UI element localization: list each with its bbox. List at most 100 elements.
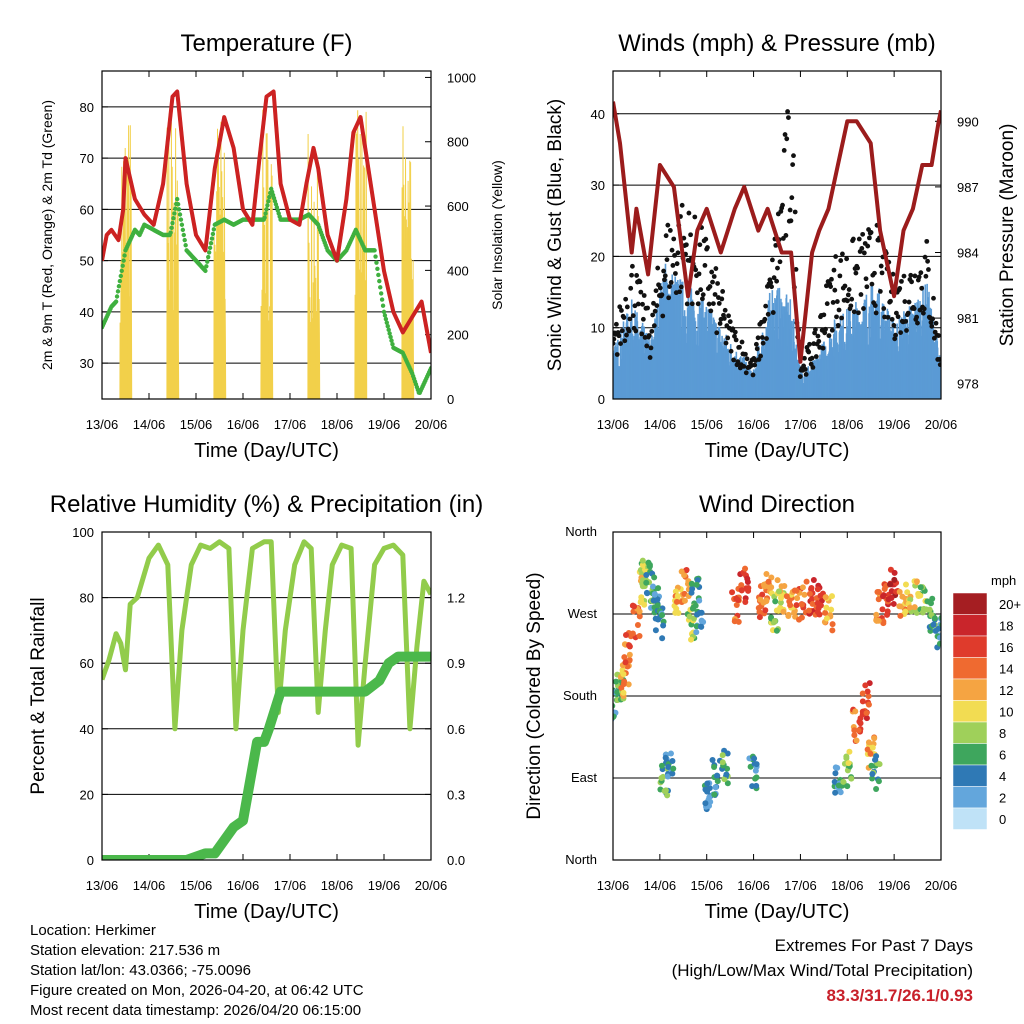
- direction-point: [669, 770, 676, 777]
- direction-point: [719, 752, 726, 759]
- x-tick-label: 20/06: [415, 878, 448, 893]
- gust-point: [792, 209, 798, 215]
- direction-point: [897, 612, 904, 619]
- gust-point: [649, 328, 655, 334]
- chart-humidity: Relative Humidity (%) & Precipitation (i…: [28, 491, 483, 923]
- gust-point: [629, 272, 634, 278]
- gust-point: [836, 307, 842, 313]
- gust-point: [902, 299, 908, 304]
- direction-point: [880, 618, 887, 625]
- y-tick-label: 60: [80, 202, 94, 217]
- y-tick-label: North: [565, 852, 597, 867]
- y-tick-label: 20: [591, 249, 605, 264]
- y-tick-label: East: [571, 770, 597, 785]
- dewpoint-point: [170, 220, 175, 226]
- y-tick-label: 0: [87, 853, 94, 868]
- legend-label: 18: [999, 619, 1013, 634]
- gust-point: [933, 320, 939, 326]
- direction-point: [724, 750, 731, 757]
- gust-point: [666, 295, 672, 301]
- direction-point: [731, 618, 738, 625]
- dewpoint-point: [175, 202, 181, 207]
- direction-point: [692, 602, 699, 609]
- y-tick-label: 100: [72, 525, 94, 540]
- direction-point: [852, 708, 859, 715]
- plot-frame: [101, 70, 432, 400]
- station-location: Location: Herkimer: [30, 922, 156, 939]
- y-tick-label: 80: [80, 100, 94, 115]
- direction-point: [872, 756, 879, 763]
- direction-point: [613, 702, 616, 709]
- direction-point: [719, 759, 726, 766]
- gust-point: [856, 236, 862, 242]
- dewpoint-point: [386, 327, 391, 333]
- dewpoint-point: [209, 236, 215, 241]
- gust-point: [898, 330, 904, 336]
- direction-point: [848, 775, 855, 782]
- direction-point: [783, 593, 790, 600]
- legend-swatch: [952, 721, 988, 744]
- gust-point: [753, 341, 759, 347]
- gust-point: [937, 362, 941, 368]
- gust-point: [821, 312, 827, 318]
- direction-point: [887, 581, 894, 588]
- legend-label: 12: [999, 683, 1013, 698]
- gust-point: [816, 338, 822, 344]
- gust-point: [706, 301, 712, 307]
- x-tick-label: 13/06: [597, 878, 630, 893]
- gust-point: [829, 276, 834, 282]
- direction-point: [661, 788, 668, 795]
- solar-insolation-line: [224, 298, 227, 399]
- x-tick-label: 19/06: [368, 417, 401, 432]
- gust-point: [624, 304, 630, 310]
- x-tick-label: 15/06: [690, 417, 723, 432]
- direction-point: [938, 614, 941, 621]
- gust-point: [914, 314, 920, 320]
- gust-point: [754, 346, 760, 352]
- direction-point: [899, 593, 906, 600]
- chart-title: Relative Humidity (%) & Precipitation (i…: [50, 491, 483, 518]
- direction-point: [913, 578, 920, 585]
- gust-point: [640, 301, 645, 307]
- plot-frame: [101, 531, 432, 861]
- gust-point: [858, 292, 864, 297]
- gust-point: [739, 339, 745, 345]
- legend-swatch: [952, 635, 988, 658]
- dewpoint-point: [377, 278, 382, 284]
- legend-label: 16: [999, 640, 1013, 655]
- gust-point: [906, 299, 912, 305]
- gust-point: [922, 254, 928, 260]
- x-tick-label: 16/06: [227, 878, 260, 893]
- dewpoint-point: [372, 248, 377, 253]
- gust-point: [679, 202, 685, 208]
- legend-label: 0: [999, 812, 1006, 827]
- gust-point: [860, 231, 866, 237]
- y-axis-label: Sonic Wind & Gust (Blue, Black): [545, 99, 566, 371]
- chart-title: Temperature (F): [180, 30, 352, 57]
- y-right-tick-label: 990: [957, 114, 979, 129]
- direction-point: [704, 788, 711, 795]
- y-tick-label: 40: [80, 722, 94, 737]
- direction-point: [688, 589, 695, 596]
- direction-point: [832, 770, 839, 777]
- direction-point: [693, 581, 700, 588]
- direction-point: [863, 710, 870, 717]
- gust-point: [911, 306, 917, 312]
- direction-point: [832, 789, 839, 796]
- direction-point: [936, 640, 941, 647]
- gust-point: [929, 323, 935, 329]
- gust-point: [741, 363, 747, 369]
- direction-point: [709, 756, 716, 763]
- gust-point: [731, 357, 737, 363]
- direction-point: [822, 594, 829, 601]
- legend-swatch: [952, 786, 988, 809]
- gust-point: [925, 258, 930, 264]
- direction-point: [659, 635, 666, 642]
- dewpoint-point: [265, 203, 270, 208]
- gust-point: [668, 280, 674, 285]
- direction-point: [652, 627, 659, 634]
- x-tick-label: 17/06: [274, 878, 307, 893]
- x-tick-label: 14/06: [644, 417, 677, 432]
- gust-point: [651, 300, 656, 306]
- gust-point: [893, 332, 898, 338]
